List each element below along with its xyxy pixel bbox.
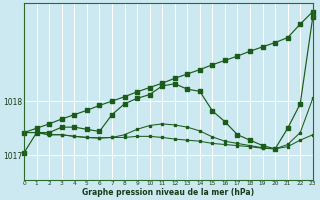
X-axis label: Graphe pression niveau de la mer (hPa): Graphe pression niveau de la mer (hPa)	[82, 188, 254, 197]
